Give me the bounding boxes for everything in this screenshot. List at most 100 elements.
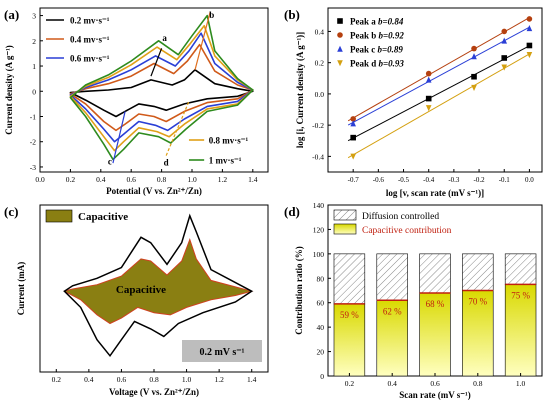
panel-a-annotation-c: c — [108, 156, 112, 166]
panel-c-xtick-label: 0.2 — [52, 375, 62, 384]
panel-c-xtick-label: 0.8 — [149, 375, 159, 384]
panel-b-legend-label: Peak d b=0.93 — [350, 59, 404, 69]
panel-d-xtick-label: 0.6 — [430, 379, 440, 388]
panel-a-ytick-label: 3 — [32, 12, 36, 21]
panel-b-ylabel: log [i, Current density (A g⁻¹)] — [295, 32, 305, 148]
panel-b-point — [425, 76, 432, 83]
panel-b-point — [471, 84, 477, 91]
panel-d-legend-swatch-diffusion — [333, 209, 357, 221]
panel-b-ytick-label: -0.4 — [312, 152, 324, 161]
panel-a-ytick-label: 1 — [32, 62, 36, 71]
panel-d-bar-diffusion — [376, 253, 408, 301]
panel-a-ytick-label: 0 — [32, 87, 36, 96]
panel-d-bar-label: 75 % — [511, 290, 530, 300]
panel-a-xlabel: Potential (V vs. Zn²⁺/Zn) — [106, 186, 202, 196]
panel-c-xtick-label: 0.6 — [117, 375, 127, 384]
panel-a-annotation-a: a — [162, 33, 167, 43]
panel-c-legend-label: Capacitive — [78, 211, 128, 223]
panel-b-xtick-label: -0.2 — [474, 176, 486, 184]
panel-d-legend-label-diffusion: Diffusion controlled — [362, 211, 439, 222]
panel-b-legend-bvalue: b=0.93 — [379, 59, 405, 69]
panel-c-rate-box — [182, 340, 262, 362]
panel-d-bar-diffusion — [419, 253, 451, 294]
panel-a-xtick-label: 0.4 — [96, 175, 106, 184]
panel-b-legend-label: Peak c b=0.89 — [350, 45, 403, 55]
panel-a-xtick-label: 0.8 — [157, 175, 167, 184]
panel-d-ytick-label: 120 — [313, 225, 325, 234]
panel-b-fit-line — [347, 45, 530, 142]
panel-a-ytick-label: -2 — [30, 138, 36, 147]
panel-a-ytick-label: 2 — [32, 37, 36, 46]
panel-d-bar-label: 59 % — [340, 310, 359, 320]
panel-d-ytick-label: 100 — [313, 250, 325, 259]
panel-a-annotation-d: d — [164, 158, 169, 168]
panel-a-series-line — [69, 14, 254, 161]
panel-d-xtick-label: 0.8 — [473, 379, 483, 388]
panel-c-xtick-label: 1.2 — [214, 375, 224, 384]
panel-b-point — [350, 120, 356, 127]
panel-b-xtick-label: -0.3 — [448, 176, 460, 184]
panel-a-xtick-label: 1.0 — [187, 175, 197, 184]
panel-b-legend-marker — [337, 60, 343, 67]
panel-b-legend-marker — [337, 32, 343, 38]
panel-d-bar-diffusion — [462, 253, 494, 291]
panel-d-letter: (d) — [284, 204, 300, 219]
panel-a-ytick-label: -1 — [30, 112, 36, 121]
panel-b-legend-label: Peak a b=0.84 — [350, 17, 404, 27]
panel-b-xtick-label: -0.7 — [348, 176, 360, 184]
panel-b-legend-label: Peak b b=0.92 — [350, 31, 404, 41]
panel-b-ytick-label: 0.4 — [315, 27, 325, 36]
panel-b-point — [471, 53, 477, 60]
panel-a-xtick-label: 1.2 — [218, 175, 228, 184]
panel-b-point — [471, 73, 477, 80]
panel-b-point — [501, 55, 508, 61]
panel-d-bar-label: 70 % — [468, 297, 487, 307]
panel-b-xtick-label: 0.0 — [525, 176, 534, 184]
panel-b-point — [425, 105, 432, 112]
panel-a-peak-c-guide — [112, 111, 126, 164]
panel-d-xtick-label: 1.0 — [516, 379, 526, 388]
panel-d-bar-label: 62 % — [383, 306, 402, 316]
panel-b-xtick-label: -0.6 — [373, 176, 385, 184]
panel-a-peak-a-guide — [150, 48, 163, 77]
panel-d-xtick-label: 0.2 — [345, 379, 355, 388]
panel-d-ytick-label: 140 — [313, 201, 325, 210]
panel-b-legend-bvalue: b=0.84 — [378, 17, 404, 27]
panel-b-point — [526, 16, 533, 22]
panel-c-total-cv — [63, 213, 254, 358]
panel-b-point — [501, 64, 508, 71]
panel-d-ytick-label: 60 — [317, 299, 325, 308]
panel-b-xtick-label: -0.1 — [499, 176, 511, 184]
panel-b-fit-line — [347, 17, 530, 122]
panel-d-xtick-label: 0.4 — [388, 379, 398, 388]
panel-a-ytick-label: -3 — [30, 163, 36, 172]
panel-b-ytick-label: -0.2 — [312, 121, 324, 130]
panel-b-point — [526, 25, 533, 32]
panel-a-xtick-label: 0.6 — [127, 175, 137, 184]
panel-d-bar-capacitive — [419, 292, 451, 377]
panel-b-legend-bvalue: b=0.92 — [379, 31, 405, 41]
panel-c-ylabel: Current (mA) — [16, 262, 26, 316]
panel-c-xtick-label: 1.0 — [182, 375, 192, 384]
panel-a-xtick-label: 1.4 — [248, 175, 258, 184]
panel-d-ylabel: Contribution ratio (%) — [294, 246, 304, 335]
panel-c-xtick-label: 1.4 — [247, 375, 257, 384]
panel-d-ytick-label: 0 — [320, 372, 324, 381]
panel-a-legend-label: 0.8 mv·s⁻¹ — [209, 136, 249, 146]
panel-d-legend-swatch-capacitive — [333, 223, 357, 235]
panel-b-xtick-label: -0.5 — [398, 176, 410, 184]
panel-b-xlabel: log [v, scan rate (mV s⁻¹)] — [386, 188, 484, 198]
panel-b-point — [425, 70, 432, 77]
panel-b-point — [526, 52, 533, 59]
panel-c-inner-label: Capacitive — [116, 284, 166, 296]
panel-d-bar-diffusion — [333, 253, 366, 305]
panel-d-bar-label: 68 % — [426, 299, 445, 309]
panel-b-ytick-label: 0.0 — [315, 90, 325, 99]
panel-a-annotation-b: b — [209, 10, 214, 20]
panel-a-legend-label: 1 mv·s⁻¹ — [209, 156, 242, 166]
panel-b-point — [501, 37, 508, 44]
panel-b-letter: (b) — [284, 7, 300, 22]
panel-b-legend-marker — [337, 45, 343, 52]
panel-d-ytick-label: 20 — [317, 348, 325, 357]
panel-c-legend-swatch — [45, 209, 73, 223]
